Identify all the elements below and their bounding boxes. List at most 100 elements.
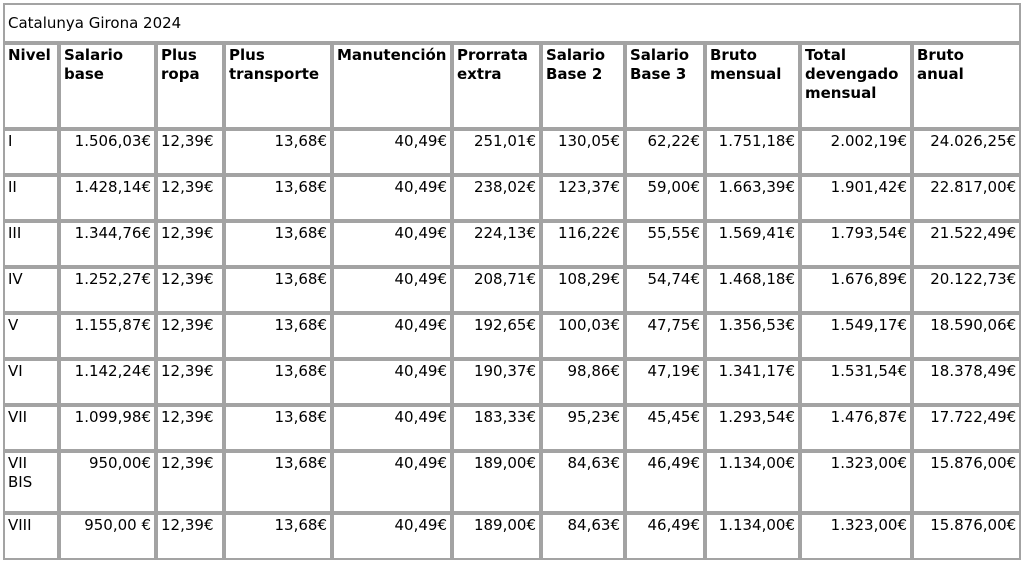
- data-cell: 950,00 €: [59, 513, 156, 560]
- data-cell: 1.293,54€: [705, 405, 800, 451]
- data-cell: 13,68€: [224, 267, 332, 313]
- table-row: II 1.428,14€ 12,39€ 13,68€ 40,49€ 238,02€ 123,…: [3, 175, 1022, 221]
- data-cell: 13,68€: [224, 175, 332, 221]
- column-header-7: Salario Base 2: [541, 43, 625, 129]
- data-cell: 12,39€: [156, 221, 224, 267]
- data-cell: 950,00€: [59, 451, 156, 513]
- data-cell: 1.901,42€: [800, 175, 912, 221]
- table-title-row: Catalunya Girona 2024: [3, 3, 1022, 43]
- data-cell: 40,49€: [332, 405, 452, 451]
- table-row: V 1.155,87€ 12,39€ 13,68€ 40,49€ 192,65€ 100,0…: [3, 313, 1022, 359]
- column-header-10: Total devengado mensual: [800, 43, 912, 129]
- data-cell: 15.876,00€: [912, 513, 1022, 560]
- data-cell: 1.506,03€: [59, 129, 156, 175]
- column-header-4: Plus transporte: [224, 43, 332, 129]
- data-cell: 208,71€: [452, 267, 541, 313]
- data-cell: 12,39€: [156, 451, 224, 513]
- data-cell: 21.522,49€: [912, 221, 1022, 267]
- column-header-6: Prorrata extra: [452, 43, 541, 129]
- data-cell: 18.378,49€: [912, 359, 1022, 405]
- data-cell: 123,37€: [541, 175, 625, 221]
- data-cell: 1.344,76€: [59, 221, 156, 267]
- data-cell: 238,02€: [452, 175, 541, 221]
- data-cell: 1.099,98€: [59, 405, 156, 451]
- data-cell: 13,68€: [224, 129, 332, 175]
- table-title: Catalunya Girona 2024: [3, 3, 1022, 43]
- level-cell: VI: [3, 359, 59, 405]
- data-cell: 59,00€: [625, 175, 705, 221]
- data-cell: 54,74€: [625, 267, 705, 313]
- table-row: VI 1.142,24€ 12,39€ 13,68€ 40,49€ 190,37€ 98,8…: [3, 359, 1022, 405]
- data-cell: 40,49€: [332, 513, 452, 560]
- data-cell: 13,68€: [224, 359, 332, 405]
- table-row: VII 1.099,98€ 12,39€ 13,68€ 40,49€ 183,33€ 95,…: [3, 405, 1022, 451]
- level-cell: VII: [3, 405, 59, 451]
- table-row: VIII 950,00 €12,39€ 13,68€ 40,49€ 189,00€ 84,…: [3, 513, 1022, 560]
- data-cell: 62,22€: [625, 129, 705, 175]
- data-cell: 1.476,87€: [800, 405, 912, 451]
- data-cell: 47,75€: [625, 313, 705, 359]
- data-cell: 190,37€: [452, 359, 541, 405]
- level-cell: V: [3, 313, 59, 359]
- data-cell: 18.590,06€: [912, 313, 1022, 359]
- data-cell: 1.142,24€: [59, 359, 156, 405]
- data-cell: 17.722,49€: [912, 405, 1022, 451]
- data-cell: 130,05€: [541, 129, 625, 175]
- column-header-3: Plus ropa: [156, 43, 224, 129]
- table-header-row: Nivel Salario base Plus ropa Plus transporte Ma…: [3, 43, 1022, 129]
- level-cell: III: [3, 221, 59, 267]
- data-cell: 100,03€: [541, 313, 625, 359]
- data-cell: 1.356,53€: [705, 313, 800, 359]
- table-body: I 1.506,03€ 12,39€ 13,68€ 40,49€ 251,01€ 130,0…: [3, 129, 1022, 560]
- table-row: VII BIS 950,00€ 12,39€ 13,68€ 40,49€ 189,00€ 84…: [3, 451, 1022, 513]
- data-cell: 192,65€: [452, 313, 541, 359]
- column-header-5: Manutención: [332, 43, 452, 129]
- column-header-2: Salario base: [59, 43, 156, 129]
- data-cell: 108,29€: [541, 267, 625, 313]
- data-cell: 95,23€: [541, 405, 625, 451]
- data-cell: 47,19€: [625, 359, 705, 405]
- data-cell: 1.323,00€: [800, 513, 912, 560]
- data-cell: 1.468,18€: [705, 267, 800, 313]
- data-cell: 98,86€: [541, 359, 625, 405]
- table-row: IV 1.252,27€ 12,39€ 13,68€ 40,49€ 208,71€ 108,…: [3, 267, 1022, 313]
- data-cell: 20.122,73€: [912, 267, 1022, 313]
- data-cell: 40,49€: [332, 451, 452, 513]
- data-cell: 40,49€: [332, 175, 452, 221]
- table-row: III 1.344,76€ 12,39€ 13,68€ 40,49€ 224,13€ 116…: [3, 221, 1022, 267]
- data-cell: 1.751,18€: [705, 129, 800, 175]
- data-cell: 13,68€: [224, 313, 332, 359]
- data-cell: 40,49€: [332, 313, 452, 359]
- data-cell: 1.252,27€: [59, 267, 156, 313]
- data-cell: 183,33€: [452, 405, 541, 451]
- data-cell: 13,68€: [224, 405, 332, 451]
- level-cell: IV: [3, 267, 59, 313]
- data-cell: 13,68€: [224, 513, 332, 560]
- data-cell: 1.134,00€: [705, 513, 800, 560]
- data-cell: 40,49€: [332, 359, 452, 405]
- data-cell: 46,49€: [625, 451, 705, 513]
- data-cell: 55,55€: [625, 221, 705, 267]
- data-cell: 1.323,00€: [800, 451, 912, 513]
- data-cell: 1.531,54€: [800, 359, 912, 405]
- data-cell: 1.569,41€: [705, 221, 800, 267]
- data-cell: 24.026,25€: [912, 129, 1022, 175]
- data-cell: 84,63€: [541, 513, 625, 560]
- data-cell: 12,39€: [156, 405, 224, 451]
- data-cell: 251,01€: [452, 129, 541, 175]
- level-cell: VII BIS: [3, 451, 59, 513]
- data-cell: 224,13€: [452, 221, 541, 267]
- data-cell: 12,39€: [156, 267, 224, 313]
- data-cell: 2.002,19€: [800, 129, 912, 175]
- column-header-11: Bruto anual: [912, 43, 1022, 129]
- data-cell: 13,68€: [224, 451, 332, 513]
- data-cell: 40,49€: [332, 129, 452, 175]
- data-cell: 1.428,14€: [59, 175, 156, 221]
- data-cell: 12,39€: [156, 313, 224, 359]
- data-cell: 40,49€: [332, 221, 452, 267]
- data-cell: 189,00€: [452, 513, 541, 560]
- data-cell: 22.817,00€: [912, 175, 1022, 221]
- data-cell: 13,68€: [224, 221, 332, 267]
- data-cell: 1.793,54€: [800, 221, 912, 267]
- data-cell: 46,49€: [625, 513, 705, 560]
